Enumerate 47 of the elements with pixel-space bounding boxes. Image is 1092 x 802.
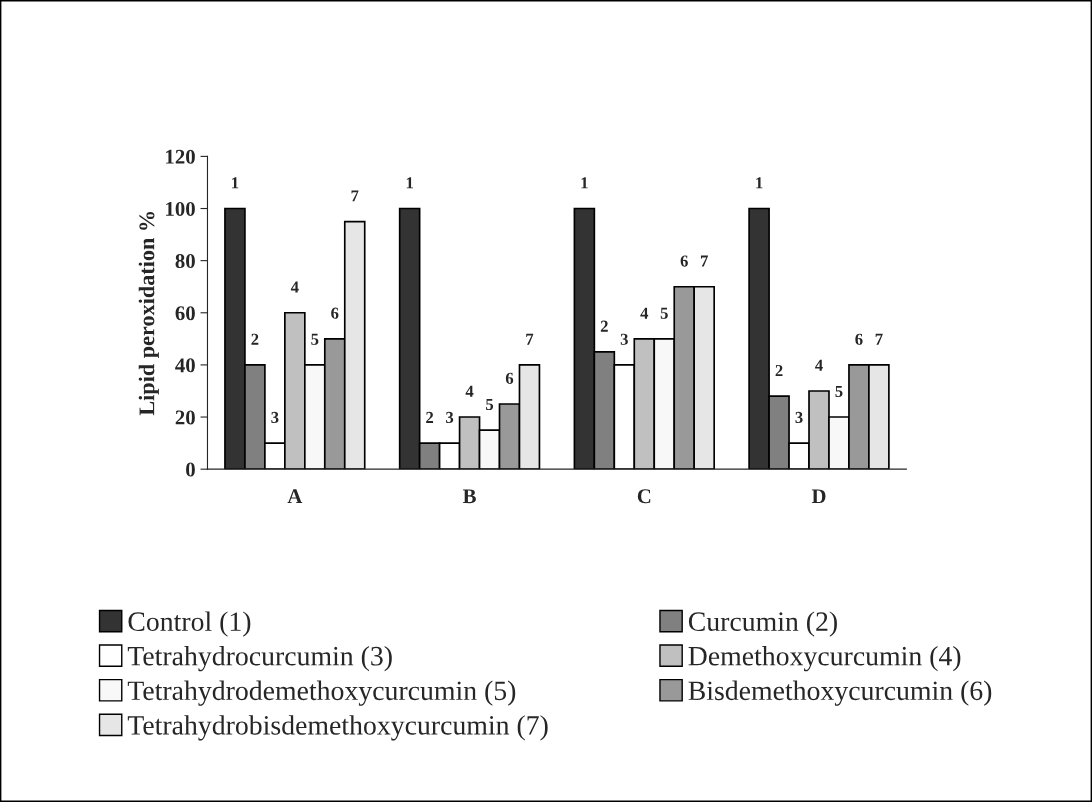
y-tick-label: 120 [166,149,195,164]
y-tick-label: 0 [186,462,195,477]
legend-label: Bisdemethoxycurcumin (6) [688,680,992,706]
annotation: 4 [815,359,823,371]
annotation: 5 [660,307,668,319]
annotation: 2 [600,320,608,332]
annotation: 4 [640,307,649,319]
legend-label: Tetrahydrobisdemethoxycurcumin (7) [127,715,548,741]
annotation: 1 [756,177,763,189]
annotation: 5 [311,333,319,345]
annotation: 6 [855,333,863,345]
x-tick-label: A [287,489,303,504]
annotation: 4 [290,281,299,293]
y-tick-label: 40 [175,358,195,373]
x-tick-label: B [462,489,476,504]
legend-label: Demethoxycurcumin (4) [688,645,961,672]
annotation: 3 [446,411,454,424]
annotation: 5 [835,385,843,397]
annotation: 3 [620,333,628,345]
annotation: 2 [426,411,434,423]
annotation: 6 [680,255,688,267]
y-tick-label: 20 [175,410,195,425]
annotation: 1 [406,177,413,189]
y-tick-label: 80 [175,254,195,269]
annotation: 1 [232,177,239,189]
annotation: 7 [351,190,359,202]
x-tick-label: C [637,489,651,504]
annotation: 6 [505,372,514,384]
x-tick-label: D [811,489,826,504]
y-tick-label: 60 [175,306,195,321]
legend-label: Control (1) [128,611,251,637]
annotation: 7 [875,333,883,345]
annotation: 5 [486,398,494,411]
annotation: 2 [775,364,783,376]
annotation: 7 [526,333,534,345]
legend-label: Tetrahydrodemethoxycurcumin (5) [127,680,516,706]
annotation: 3 [271,411,279,424]
annotation: 2 [251,333,259,345]
y-axis-title: Lipid peroxidation % [138,211,159,416]
annotation: 3 [795,411,803,424]
annotation: 1 [581,177,588,189]
annotation: 6 [331,307,339,319]
y-tick-label: 100 [166,201,195,216]
legend-label: Curcumin (2) [688,611,837,637]
annotation: 7 [700,255,708,267]
legend-label: Tetrahydrocurcumin (3) [127,645,392,672]
annotation: 4 [465,385,474,397]
